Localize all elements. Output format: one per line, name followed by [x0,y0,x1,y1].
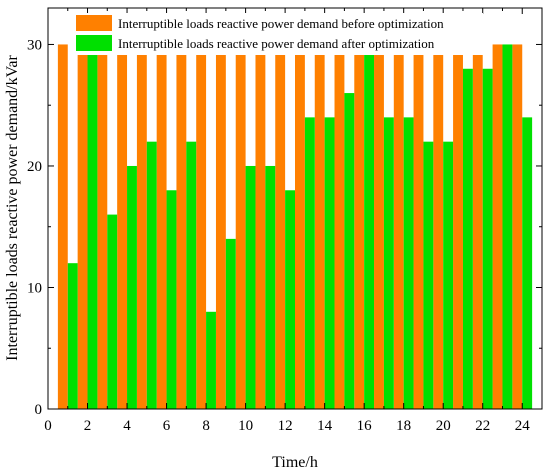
bar-after-18 [403,117,414,410]
bar-before-20 [433,44,444,409]
x-tick-label-4: 4 [123,418,131,434]
bar-before-4 [117,44,128,409]
x-tick-label-14: 14 [317,418,333,434]
bar-before-14 [314,44,325,409]
bar-before-15 [334,44,345,409]
bar-after-10 [245,165,256,409]
plot-frame [47,7,543,410]
bar-after-6 [166,190,177,409]
y-tick-label-20: 20 [27,159,42,175]
bar-before-21 [453,44,463,409]
bar-after-4 [127,165,137,409]
bar-before-17 [374,44,384,409]
x-tick-label-22: 22 [475,418,490,434]
x-tick-label-2: 2 [84,418,92,434]
x-tick-label-8: 8 [202,418,210,434]
x-axis-title: Time/h [272,454,318,471]
bar-after-11 [265,165,276,409]
y-tick-label-10: 10 [27,280,42,296]
bar-after-1 [67,263,78,409]
x-tick-label-6: 6 [163,418,171,434]
bar-before-13 [295,44,305,409]
x-tick-label-20: 20 [436,418,451,434]
bar-after-12 [285,190,295,409]
y-axis-title: Interruptible loads reactive power deman… [4,55,21,361]
legend-swatch-before [76,15,112,31]
bar-after-15 [344,93,355,409]
legend: Interruptible loads reactive power deman… [73,13,483,55]
bar-before-22 [472,44,483,409]
bar-after-7 [186,141,197,410]
bar-before-1 [57,44,68,409]
bar-before-24 [512,44,523,409]
bar-after-8 [206,311,216,409]
bar-before-5 [136,44,147,409]
bar-after-21 [462,68,473,409]
bar-before-3 [97,44,108,409]
bar-after-5 [146,141,157,410]
legend-swatch-after [76,35,112,51]
bar-before-6 [156,44,167,409]
x-tick-label-10: 10 [238,418,253,434]
bar-before-16 [354,44,365,409]
y-tick-label-0: 0 [35,402,43,418]
bar-before-2 [77,44,88,409]
bar-before-23 [492,44,503,409]
bar-before-19 [413,44,424,409]
bar-before-9 [215,44,226,409]
x-tick-label-12: 12 [278,418,293,434]
bar-before-12 [275,44,286,409]
legend-background [73,13,483,55]
bar-after-24 [522,117,533,410]
bar-after-22 [482,68,493,409]
bar-before-11 [255,44,266,409]
bar-after-20 [443,141,454,410]
bar-before-18 [393,44,404,409]
y-tick-label-30: 30 [27,37,42,53]
x-tick-label-0: 0 [44,418,52,434]
bar-after-17 [383,117,394,410]
bar-after-2 [87,44,98,409]
x-tick-label-18: 18 [396,418,411,434]
bar-after-19 [423,141,434,410]
bar-after-16 [364,44,375,409]
bar-before-10 [235,44,246,409]
plot-area [57,44,533,410]
bar-before-8 [196,44,207,409]
bar-after-14 [324,117,335,410]
x-tick-label-16: 16 [357,418,373,434]
legend-label-before: Interruptible loads reactive power deman… [118,16,444,31]
bar-after-23 [502,44,513,409]
bar-after-13 [304,117,315,410]
legend-label-after: Interruptible loads reactive power deman… [118,36,435,51]
bar-after-9 [225,238,236,409]
x-tick-label-24: 24 [515,418,531,434]
bar-after-3 [107,214,118,409]
bar-before-7 [176,44,187,409]
